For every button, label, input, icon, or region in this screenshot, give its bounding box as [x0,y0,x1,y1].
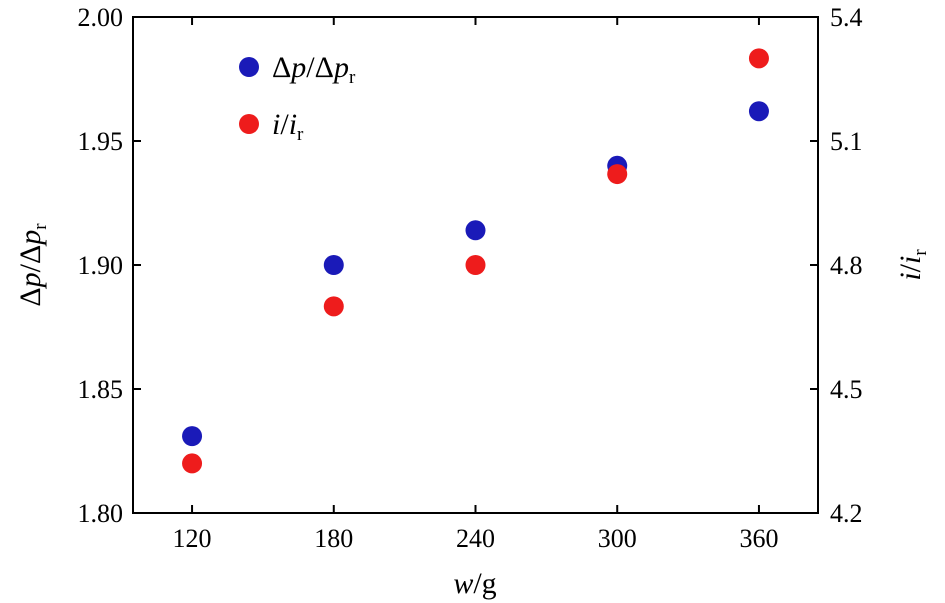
y-right-tick-label: 5.1 [830,127,863,156]
y-right-tick-label: 4.8 [830,251,863,280]
x-tick-label: 240 [456,524,495,553]
y-left-axis-ticks: 1.80 1.85 1.90 1.95 2.00 [78,3,141,528]
x-tick-label: 180 [314,524,353,553]
point-dp-ratio [323,255,344,275]
data-points [182,48,769,474]
y-left-tick-label: 2.00 [78,3,124,32]
point-i-ratio [748,48,769,69]
x-axis-title: w/g [453,567,496,600]
point-dp-ratio [465,220,486,241]
x-axis-ticks: 120 180 240 300 360 [173,17,778,553]
y-right-tick-label: 5.4 [830,3,863,32]
y-right-tick-label: 4.2 [830,499,863,528]
point-dp-ratio [182,426,203,447]
legend-marker-dp [239,57,259,77]
x-tick-label: 360 [739,524,778,553]
y-right-axis-title: i/ir [894,249,931,281]
y-left-tick-label: 1.80 [78,499,124,528]
legend: Δp/Δpr i/ir [239,51,356,145]
y-right-tick-label: 4.5 [830,375,863,404]
point-i-ratio [323,296,344,317]
point-i-ratio [607,164,628,185]
y-left-axis-title: Δp/Δpr [14,223,51,307]
point-dp-ratio [748,101,769,122]
x-axis-title-unit: /g [473,567,496,600]
point-i-ratio [182,453,203,474]
x-axis-title-var: w [453,567,473,600]
point-i-ratio [465,255,486,275]
legend-label-i: i/ir [272,108,304,145]
y-left-tick-label: 1.95 [78,127,124,156]
y-left-tick-label: 1.85 [78,375,124,404]
x-tick-label: 120 [173,524,212,553]
x-tick-label: 300 [598,524,637,553]
legend-marker-i [239,114,259,134]
y-left-tick-label: 1.90 [78,251,124,280]
y-right-axis-ticks: 4.2 4.5 4.8 5.1 5.4 [810,3,863,528]
legend-label-dp: Δp/Δpr [272,51,356,88]
